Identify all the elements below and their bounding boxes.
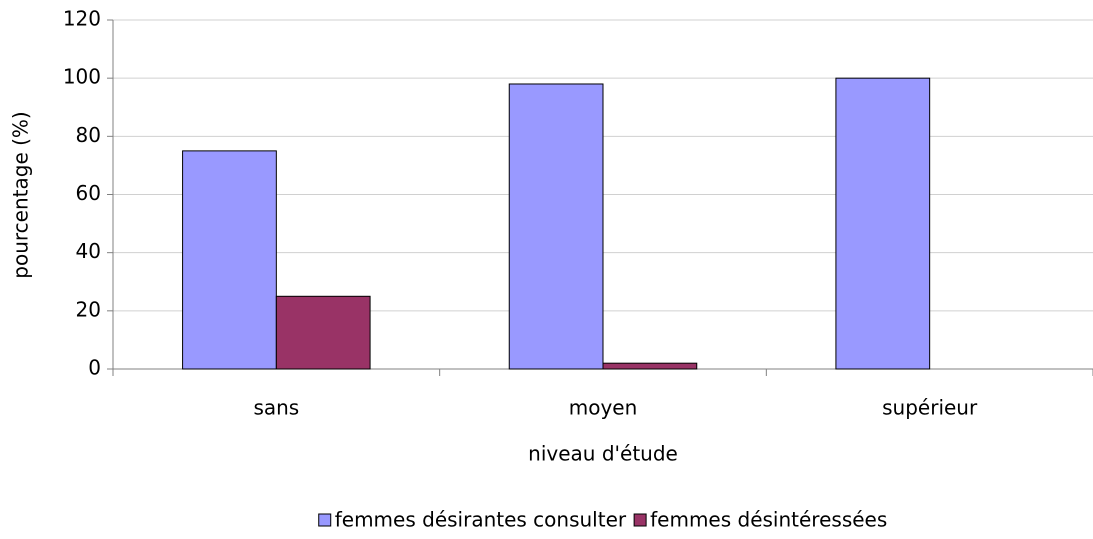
y-tick-label: 80 [76,123,101,147]
y-tick-label: 40 [76,239,101,263]
bar [602,362,698,370]
legend: femmes désirantes consulter femmes désint… [318,508,887,532]
bar [275,295,371,370]
legend-label: femmes désintéressées [650,508,887,532]
y-tick-label: 120 [63,7,101,31]
x-tick-label: moyen [569,396,638,420]
bar [835,77,931,370]
y-axis-label: pourcentage (%) [9,111,33,278]
y-tick-label: 60 [76,181,101,205]
legend-swatch [318,513,332,527]
legend-label: femmes désirantes consulter [335,508,627,532]
x-tick-label: sans [253,396,299,420]
y-tick-label: 20 [76,297,101,321]
bar [182,150,277,370]
y-tick-label: 0 [88,356,101,380]
bar [508,83,604,370]
x-tick-label: supérieur [882,396,978,420]
x-axis-label: niveau d'étude [528,442,678,466]
legend-swatch [633,513,647,527]
y-tick-label: 100 [63,65,101,89]
